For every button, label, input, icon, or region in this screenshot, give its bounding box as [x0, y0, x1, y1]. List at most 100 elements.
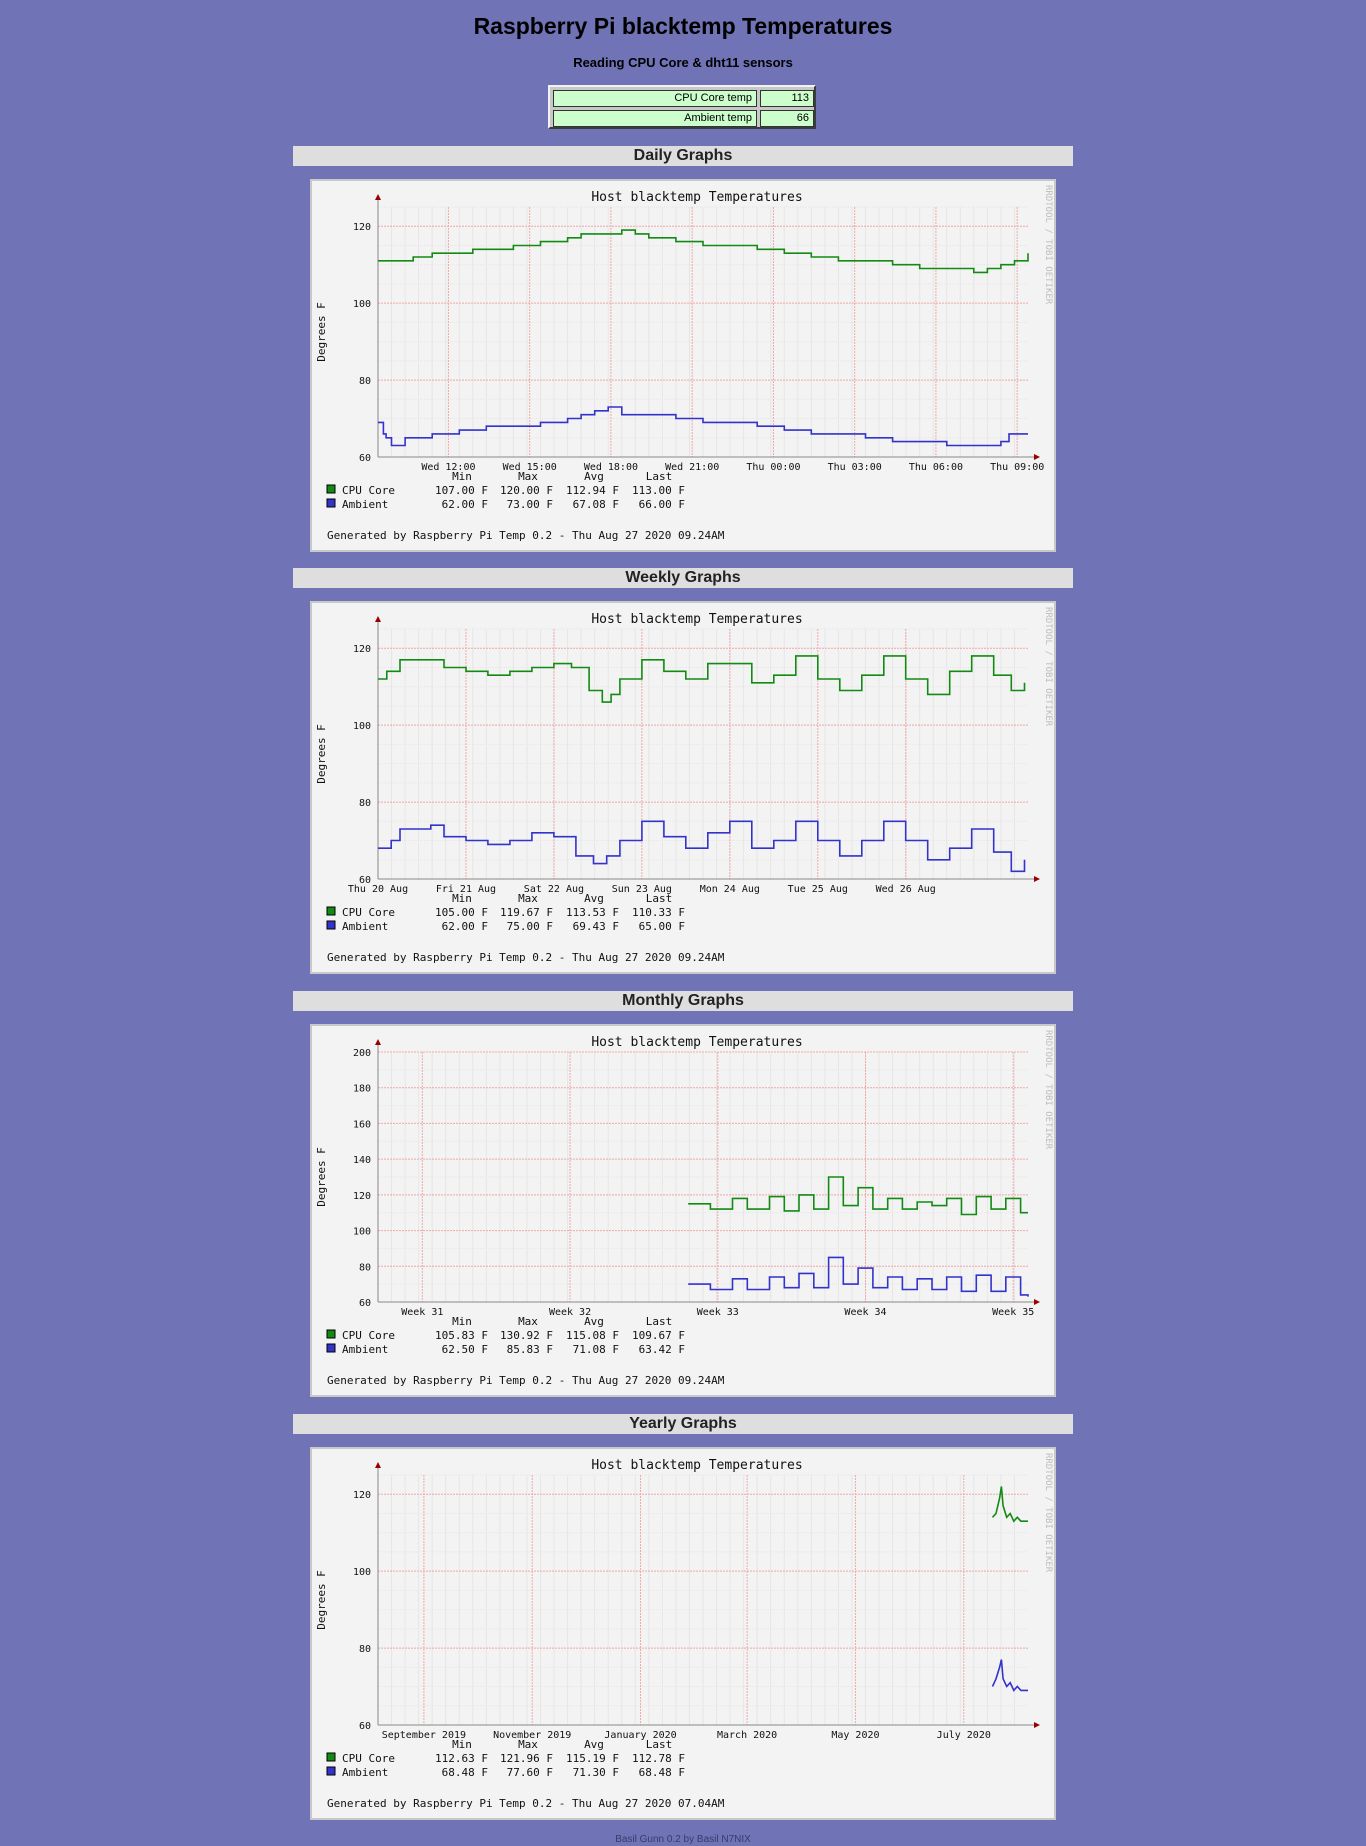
x-tick-label: March 2020	[717, 1730, 777, 1741]
x-tick-label: Fri 21 Aug	[436, 884, 496, 895]
chart-title: Host blacktemp Temperatures	[591, 1458, 802, 1473]
legend-header: Last	[646, 1738, 673, 1751]
readings-table: CPU Core temp 113 Ambient temp 66	[548, 85, 816, 129]
y-tick-label: 120	[353, 1490, 371, 1501]
x-tick-label: May 2020	[831, 1730, 879, 1741]
legend-stat-last: 110.33 F	[632, 906, 685, 919]
graph-panel-daily: Host blacktemp Temperatures Degrees F RRDT…	[310, 179, 1056, 552]
x-tick-label: January 2020	[604, 1730, 676, 1741]
page-subtitle: Reading CPU Core & dht11 sensors	[573, 55, 793, 70]
y-tick-label: 80	[359, 1262, 371, 1273]
legend-header: Avg	[584, 1315, 604, 1328]
y-axis-label: Degrees F	[315, 1147, 328, 1207]
legend-header: Last	[646, 470, 673, 483]
series-line-cpu-core	[688, 1176, 1028, 1216]
section-header-monthly: Monthly Graphs	[293, 991, 1073, 1011]
x-tick-label: Thu 00:00	[746, 462, 800, 473]
x-axis-arrow	[1034, 876, 1040, 882]
legend-stat-max: 77.60 F	[507, 1766, 553, 1779]
y-tick-label: 100	[353, 1567, 371, 1578]
legend-stat-min: 68.48 F	[442, 1766, 488, 1779]
series-line-ambient	[378, 820, 1026, 873]
series-line-cpu-core	[378, 229, 1029, 274]
legend-stat-last: 113.00 F	[632, 484, 685, 497]
watermark-text: RRDTOOL / TOBI OETIKER	[1043, 607, 1053, 727]
x-tick-label: July 2020	[937, 1730, 991, 1741]
graph-panel-monthly: Host blacktemp Temperatures Degrees F RRDT…	[310, 1024, 1056, 1397]
legend-header: Avg	[584, 892, 604, 905]
x-tick-label: Week 31	[401, 1307, 443, 1318]
legend-header: Max	[518, 470, 538, 483]
y-axis-arrow	[375, 616, 381, 622]
generated-note: Generated by Raspberry Pi Temp 0.2 - Thu…	[327, 1797, 725, 1810]
legend-header: Min	[452, 1315, 472, 1328]
legend-header: Min	[452, 470, 472, 483]
legend-series-name: Ambient	[342, 1766, 388, 1779]
legend-stat-last: 65.00 F	[639, 920, 685, 933]
y-tick-label: 100	[353, 721, 371, 732]
chart-title: Host blacktemp Temperatures	[591, 1035, 802, 1050]
y-tick-label: 100	[353, 1227, 371, 1238]
x-tick-label: Wed 26 Aug	[876, 884, 936, 895]
weekly-chart: Host blacktemp Temperatures Degrees F RRDT…	[315, 607, 1053, 964]
legend-swatch	[326, 1752, 336, 1762]
reading-value-cpu: 113	[760, 90, 814, 107]
legend-series-name: CPU Core	[342, 906, 395, 919]
x-tick-label: Week 35	[992, 1307, 1034, 1318]
x-tick-label: Thu 03:00	[828, 462, 882, 473]
x-tick-label: Week 34	[844, 1307, 886, 1318]
x-tick-label: Wed 15:00	[503, 462, 557, 473]
series-line-cpu-core	[991, 1486, 1028, 1523]
y-tick-label: 160	[353, 1119, 371, 1130]
legend-stat-min: 107.00 F	[435, 484, 488, 497]
legend-stat-max: 73.00 F	[507, 498, 553, 511]
legend-swatch	[326, 498, 336, 508]
x-tick-label: Thu 20 Aug	[348, 884, 408, 895]
series-line-ambient	[991, 1659, 1028, 1692]
x-tick-label: November 2019	[493, 1730, 571, 1741]
x-tick-label: Wed 12:00	[421, 462, 475, 473]
legend-stat-min: 62.50 F	[442, 1343, 488, 1356]
x-tick-label: Thu 09:00	[990, 462, 1044, 473]
x-tick-label: Thu 06:00	[909, 462, 963, 473]
legend-stat-avg: 71.30 F	[573, 1766, 619, 1779]
legend-stat-avg: 112.94 F	[566, 484, 619, 497]
watermark-text: RRDTOOL / TOBI OETIKER	[1043, 1030, 1053, 1150]
legend-series-name: Ambient	[342, 1343, 388, 1356]
legend-swatch	[326, 484, 336, 494]
legend-stat-min: 105.83 F	[435, 1329, 488, 1342]
legend-series-name: Ambient	[342, 920, 388, 933]
legend-stat-max: 85.83 F	[507, 1343, 553, 1356]
legend-swatch	[326, 906, 336, 916]
y-tick-label: 60	[359, 875, 371, 886]
yearly-chart: Host blacktemp Temperatures Degrees F RRDT…	[315, 1453, 1053, 1810]
graph-panel-yearly: Host blacktemp Temperatures Degrees F RRDT…	[310, 1447, 1056, 1820]
legend-series-name: Ambient	[342, 498, 388, 511]
x-axis-arrow	[1034, 1722, 1040, 1728]
y-axis-label: Degrees F	[315, 1570, 328, 1630]
x-tick-label: Week 33	[697, 1307, 739, 1318]
generated-note: Generated by Raspberry Pi Temp 0.2 - Thu…	[327, 1374, 725, 1387]
legend-header: Avg	[584, 470, 604, 483]
y-tick-label: 200	[353, 1048, 371, 1059]
legend-stat-last: 68.48 F	[639, 1766, 685, 1779]
legend-stat-last: 66.00 F	[639, 498, 685, 511]
y-axis-label: Degrees F	[315, 724, 328, 784]
watermark-text: RRDTOOL / TOBI OETIKER	[1043, 1453, 1053, 1573]
legend-stat-max: 120.00 F	[500, 484, 553, 497]
monthly-chart: Host blacktemp Temperatures Degrees F RRDT…	[315, 1030, 1053, 1387]
x-tick-label: Sat 22 Aug	[524, 884, 584, 895]
legend-series-name: CPU Core	[342, 1329, 395, 1342]
generated-note: Generated by Raspberry Pi Temp 0.2 - Thu…	[327, 529, 725, 542]
watermark-text: RRDTOOL / TOBI OETIKER	[1043, 185, 1053, 305]
y-axis-arrow	[375, 1039, 381, 1045]
chart-title: Host blacktemp Temperatures	[591, 612, 802, 627]
section-header-daily: Daily Graphs	[293, 146, 1073, 166]
y-tick-label: 120	[353, 222, 371, 233]
legend-header: Max	[518, 1315, 538, 1328]
legend-stat-max: 121.96 F	[500, 1752, 553, 1765]
legend-stat-avg: 115.19 F	[566, 1752, 619, 1765]
x-tick-label: Tue 25 Aug	[788, 884, 848, 895]
x-tick-label: Mon 24 Aug	[700, 884, 760, 895]
legend-stat-avg: 71.08 F	[573, 1343, 619, 1356]
